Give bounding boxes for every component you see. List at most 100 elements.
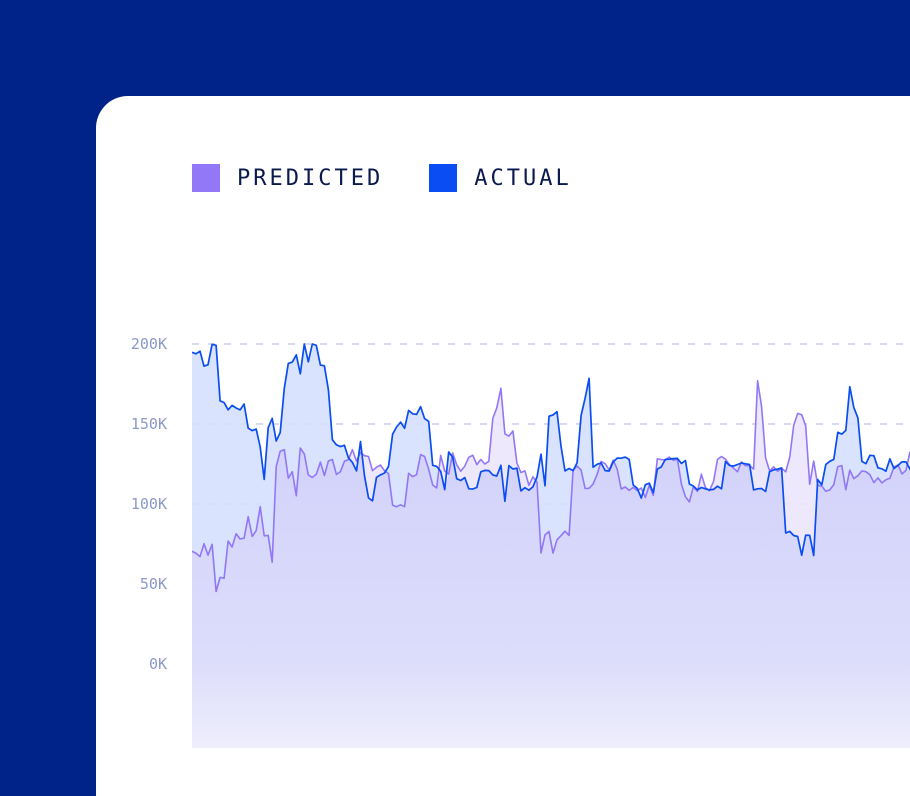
data-point-predicted: [845, 489, 846, 490]
data-point-actual: [765, 491, 766, 492]
data-point-predicted: [581, 470, 582, 471]
data-point-actual: [444, 489, 445, 490]
data-point-predicted: [556, 539, 557, 540]
data-point-actual: [761, 488, 762, 489]
data-point-predicted: [825, 491, 826, 492]
data-point-predicted: [625, 486, 626, 487]
data-point-actual: [500, 465, 501, 466]
predicted-swatch-icon: [192, 164, 220, 192]
data-point-predicted: [199, 556, 200, 557]
data-point-predicted: [701, 474, 702, 475]
data-point-predicted: [191, 551, 192, 552]
data-point-actual: [420, 406, 421, 407]
data-point-predicted: [645, 497, 646, 498]
data-point-predicted: [203, 543, 204, 544]
data-point-actual: [669, 459, 670, 460]
data-point-actual: [560, 446, 561, 447]
data-point-predicted: [560, 535, 561, 536]
data-point-actual: [881, 468, 882, 469]
data-point-predicted: [468, 457, 469, 458]
data-point-actual: [689, 483, 690, 484]
data-point-actual: [849, 386, 850, 387]
data-point-actual: [428, 421, 429, 422]
data-point-actual: [376, 477, 377, 478]
data-point-predicted: [853, 478, 854, 479]
data-point-actual: [296, 354, 297, 355]
data-point-actual: [195, 353, 196, 354]
data-point-actual: [889, 458, 890, 459]
legend-label-predicted: PREDICTED: [237, 165, 384, 191]
data-point-predicted: [873, 482, 874, 483]
data-point-predicted: [797, 413, 798, 414]
data-point-actual: [845, 430, 846, 431]
series-line-actual: [192, 343, 910, 557]
data-point-actual: [869, 455, 870, 456]
data-point-actual: [216, 345, 217, 346]
data-point-actual: [641, 498, 642, 499]
data-point-actual: [701, 487, 702, 488]
y-tick-label: 150K: [131, 415, 167, 433]
data-point-predicted: [569, 535, 570, 536]
data-point-actual: [681, 463, 682, 464]
data-point-actual: [308, 361, 309, 362]
legend-item-actual[interactable]: ACTUAL: [429, 164, 571, 192]
data-point-actual: [901, 461, 902, 462]
data-point-actual: [392, 434, 393, 435]
data-point-actual: [625, 457, 626, 458]
data-point-predicted: [256, 530, 257, 531]
data-point-predicted: [536, 482, 537, 483]
data-point-actual: [264, 479, 265, 480]
data-point-predicted: [220, 577, 221, 578]
data-point-actual: [621, 458, 622, 459]
data-point-actual: [805, 535, 806, 536]
data-point-actual: [536, 477, 537, 478]
data-point-predicted: [207, 555, 208, 556]
data-point-predicted: [320, 462, 321, 463]
data-point-predicted: [292, 471, 293, 472]
data-point-actual: [540, 454, 541, 455]
data-point-predicted: [633, 487, 634, 488]
data-point-actual: [629, 459, 630, 460]
data-point-predicted: [432, 484, 433, 485]
data-point-predicted: [833, 484, 834, 485]
data-point-actual: [516, 468, 517, 469]
data-point-actual: [837, 432, 838, 433]
data-point-predicted: [789, 457, 790, 458]
data-point-actual: [649, 483, 650, 484]
data-point-actual: [232, 405, 233, 406]
data-point-actual: [569, 468, 570, 469]
data-point-predicted: [881, 482, 882, 483]
data-point-actual: [544, 485, 545, 486]
data-point-actual: [508, 465, 509, 466]
data-point-actual: [472, 488, 473, 489]
data-point-predicted: [368, 456, 369, 457]
data-point-actual: [821, 484, 822, 485]
series-line-predicted: [192, 379, 910, 593]
data-point-actual: [825, 464, 826, 465]
data-point-actual: [873, 455, 874, 456]
y-axis: 200K 150K 100K 50K 0K: [131, 335, 167, 673]
data-point-actual: [236, 407, 237, 408]
data-point-predicted: [681, 483, 682, 484]
data-point-predicted: [496, 407, 497, 408]
data-point-predicted: [641, 487, 642, 488]
legend-item-predicted[interactable]: PREDICTED: [192, 164, 383, 192]
data-point-predicted: [773, 466, 774, 467]
data-point-actual: [207, 364, 208, 365]
data-point-predicted: [685, 496, 686, 497]
data-point-actual: [789, 531, 790, 532]
data-point-predicted: [228, 541, 229, 542]
data-point-actual: [617, 458, 618, 459]
data-point-actual: [268, 427, 269, 428]
data-point-predicted: [448, 474, 449, 475]
data-point-actual: [408, 410, 409, 411]
data-point-actual: [272, 418, 273, 419]
data-point-actual: [256, 429, 257, 430]
data-point-actual: [312, 343, 313, 344]
data-point-predicted: [216, 591, 217, 592]
data-point-predicted: [500, 388, 501, 389]
data-point-predicted: [412, 476, 413, 477]
data-point-actual: [857, 417, 858, 418]
data-point-predicted: [605, 463, 606, 464]
data-point-predicted: [661, 459, 662, 460]
